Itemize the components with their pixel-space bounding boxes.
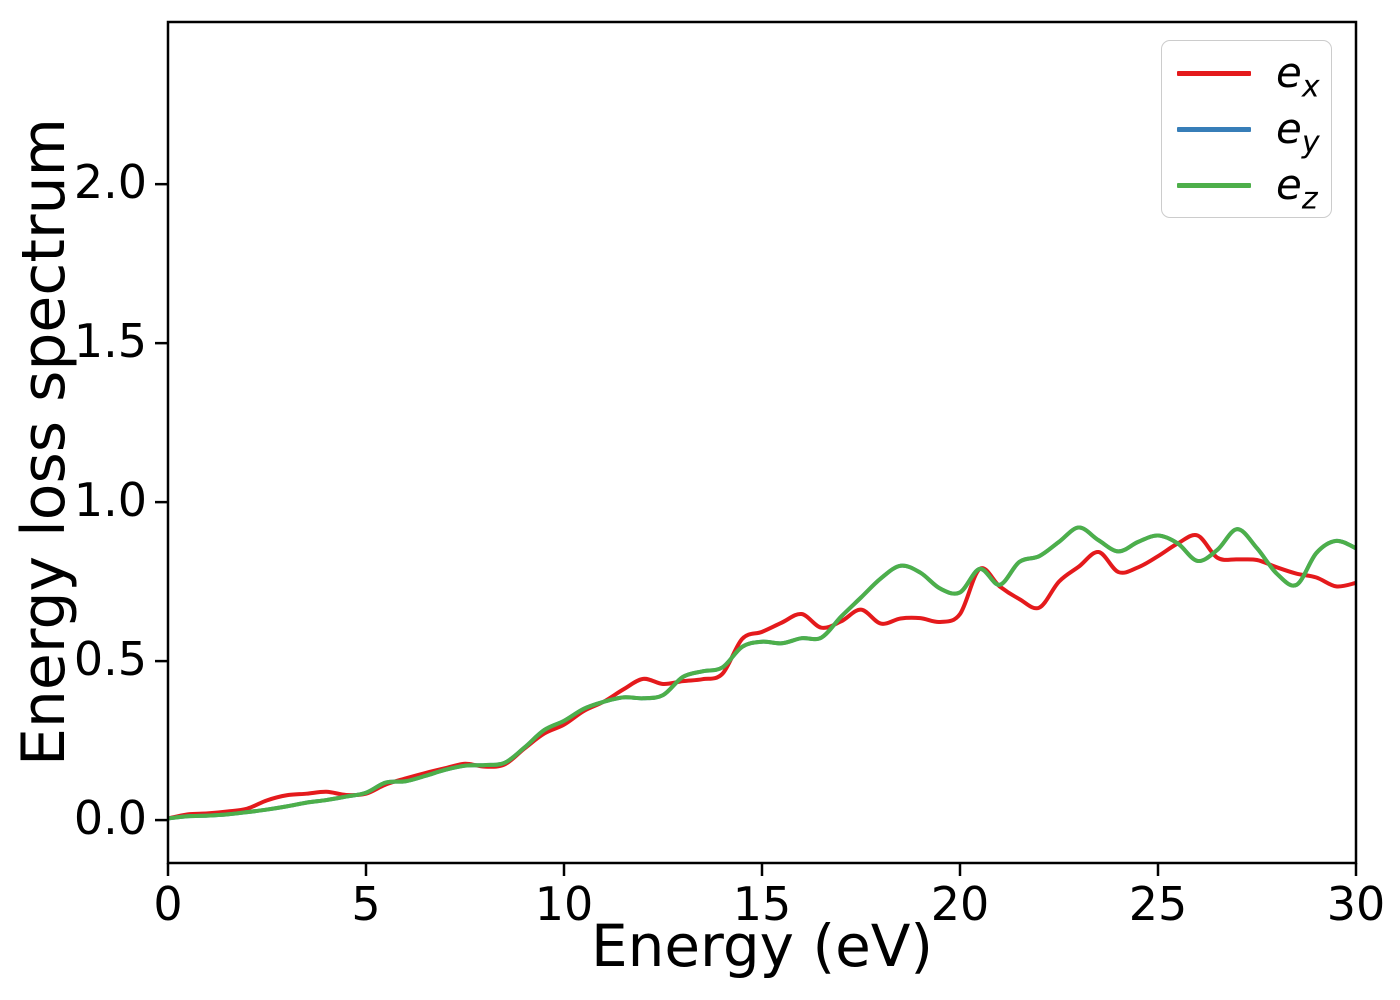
y-tick-label-2.0: 2.0: [73, 155, 147, 210]
legend-item-ex: ex: [1162, 46, 1331, 105]
legend-line-sample-z: [1177, 182, 1251, 188]
x-tick-label-20: 20: [930, 877, 990, 931]
y-tick-label-1.0: 1.0: [73, 473, 147, 528]
curve-e_z: [168, 525, 1356, 821]
x-tick-label-25: 25: [1128, 877, 1188, 931]
legend-item-ez: ez: [1162, 158, 1331, 217]
x-axis-label: Energy (eV): [590, 912, 934, 980]
legend: ex ey ez: [1161, 40, 1332, 218]
legend-item-ey: ey: [1162, 102, 1331, 161]
x-tick-label-10: 10: [534, 877, 594, 931]
x-tick-label-0: 0: [153, 877, 183, 931]
curve-e_y: [168, 525, 1356, 821]
legend-line-sample-x: [1177, 70, 1251, 76]
x-tick-label-5: 5: [351, 877, 381, 931]
legend-label-ez: ez: [1276, 160, 1318, 217]
curve-e_x: [168, 533, 1356, 821]
y-tick-label-1.5: 1.5: [73, 314, 147, 369]
legend-line-sample-y: [1177, 126, 1251, 132]
y-tick-label-0.0: 0.0: [73, 791, 147, 846]
y-tick-label-0.5: 0.5: [73, 632, 147, 687]
x-tick-label-30: 30: [1326, 877, 1386, 931]
legend-label-ex: ex: [1276, 48, 1320, 105]
legend-label-ey: ey: [1276, 104, 1320, 161]
x-tick-label-15: 15: [732, 877, 792, 931]
